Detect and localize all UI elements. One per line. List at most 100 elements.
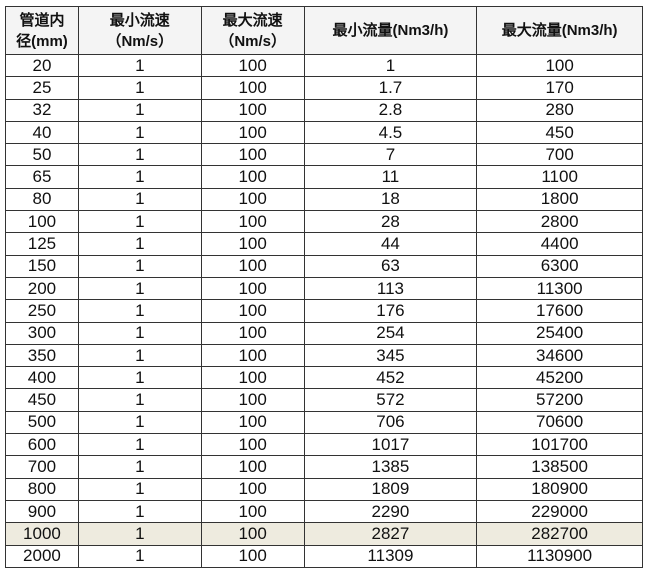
min-velocity-cell: 1 (77, 321, 202, 345)
table-row: 80 1 100 18 1800 (5, 187, 643, 212)
pipe-diameter-cell: 250 (5, 299, 79, 323)
max-flow-cell: 34600 (476, 343, 643, 368)
pipe-diameter-cell: 50 (5, 143, 79, 167)
pipe-diameter-cell: 32 (5, 98, 79, 122)
max-flow-cell: 1100 (476, 165, 643, 189)
min-flow-cell: 254 (303, 321, 478, 345)
min-velocity-cell: 1 (77, 388, 202, 412)
max-velocity-cell: 100 (200, 321, 305, 345)
pipe-diameter-cell: 80 (5, 187, 79, 212)
header-text: 最小流量(Nm3/h) (332, 22, 449, 39)
pipe-diameter-cell: 200 (5, 276, 79, 301)
min-flow-cell: 11309 (303, 544, 478, 568)
pipe-diameter-cell: 350 (5, 343, 79, 368)
table-row: 25 1 100 1.7 170 (5, 76, 643, 100)
min-flow-cell: 176 (303, 299, 478, 323)
min-velocity-cell: 1 (77, 343, 202, 368)
min-flow-cell: 18 (303, 187, 478, 212)
pipe-diameter-cell: 900 (5, 499, 79, 524)
min-flow-cell: 113 (303, 276, 478, 301)
max-velocity-cell: 100 (200, 499, 305, 524)
pipe-diameter-cell: 450 (5, 388, 79, 412)
pipe-diameter-cell: 40 (5, 120, 79, 145)
min-velocity-cell: 1 (77, 120, 202, 145)
table-row: 900 1 100 2290 229000 (5, 499, 643, 524)
header-text: （Nm/s） (106, 32, 174, 50)
table-row: 400 1 100 452 45200 (5, 366, 643, 390)
table-row: 200 1 100 113 11300 (5, 276, 643, 301)
flow-rate-table: 管道内 径(mm) 最小流速 （Nm/s） 最大流速 （Nm/s） 最小流量(Nm3/h) 最… (5, 6, 643, 568)
min-flow-cell: 44 (303, 232, 478, 256)
min-flow-cell: 2.8 (303, 98, 478, 122)
table-row: 800 1 100 1809 180900 (5, 477, 643, 501)
max-velocity-cell: 100 (200, 388, 305, 412)
max-flow-cell: 229000 (476, 499, 643, 524)
min-velocity-cell: 1 (77, 522, 202, 546)
max-flow-cell: 138500 (476, 455, 643, 479)
min-velocity-cell: 1 (77, 499, 202, 524)
max-velocity-cell: 100 (200, 165, 305, 189)
table-row: 450 1 100 572 57200 (5, 388, 643, 412)
table-row: 600 1 100 1017 101700 (5, 433, 643, 457)
max-flow-header: 最大流量(Nm3/h) (476, 6, 643, 55)
max-velocity-cell: 100 (200, 276, 305, 301)
min-velocity-cell: 1 (77, 143, 202, 167)
min-flow-cell: 2290 (303, 499, 478, 524)
table-row: 100 1 100 28 2800 (5, 210, 643, 234)
table-row: 150 1 100 63 6300 (5, 254, 643, 278)
table-row: 300 1 100 254 25400 (5, 321, 643, 345)
header-text: 最小流速 (109, 11, 170, 29)
max-flow-cell: 6300 (476, 254, 643, 278)
pipe-diameter-cell: 300 (5, 321, 79, 345)
table-row: 40 1 100 4.5 450 (5, 120, 643, 145)
max-velocity-cell: 100 (200, 76, 305, 100)
max-velocity-cell: 100 (200, 210, 305, 234)
min-velocity-cell: 1 (77, 187, 202, 212)
max-flow-cell: 1800 (476, 187, 643, 212)
min-velocity-cell: 1 (77, 98, 202, 122)
max-flow-cell: 45200 (476, 366, 643, 390)
header-text: 最大流速 (222, 11, 283, 29)
pipe-diameter-header: 管道内 径(mm) (5, 6, 79, 55)
table-row: 700 1 100 1385 138500 (5, 455, 643, 479)
min-flow-cell: 345 (303, 343, 478, 368)
max-flow-cell: 180900 (476, 477, 643, 501)
pipe-diameter-cell: 1000 (5, 522, 79, 546)
max-flow-cell: 282700 (476, 522, 643, 546)
min-flow-cell: 4.5 (303, 120, 478, 145)
pipe-diameter-cell: 2000 (5, 544, 79, 568)
pipe-diameter-cell: 150 (5, 254, 79, 278)
max-flow-cell: 1130900 (476, 544, 643, 568)
max-flow-cell: 170 (476, 76, 643, 100)
min-velocity-header: 最小流速 （Nm/s） (77, 6, 202, 55)
min-velocity-cell: 1 (77, 544, 202, 568)
max-flow-cell: 280 (476, 98, 643, 122)
table-row: 50 1 100 7 700 (5, 143, 643, 167)
max-flow-cell: 700 (476, 143, 643, 167)
min-velocity-cell: 1 (77, 53, 202, 78)
pipe-diameter-cell: 400 (5, 366, 79, 390)
max-velocity-cell: 100 (200, 98, 305, 122)
pipe-diameter-cell: 25 (5, 76, 79, 100)
min-velocity-cell: 1 (77, 366, 202, 390)
max-velocity-cell: 100 (200, 343, 305, 368)
max-flow-cell: 101700 (476, 433, 643, 457)
min-flow-cell: 1385 (303, 455, 478, 479)
min-flow-cell: 1.7 (303, 76, 478, 100)
header-text: （Nm/s） (219, 32, 286, 50)
max-velocity-cell: 100 (200, 544, 305, 568)
max-velocity-cell: 100 (200, 143, 305, 167)
min-velocity-cell: 1 (77, 276, 202, 301)
max-velocity-cell: 100 (200, 232, 305, 256)
max-velocity-cell: 100 (200, 410, 305, 435)
max-velocity-cell: 100 (200, 254, 305, 278)
max-velocity-cell: 100 (200, 120, 305, 145)
min-flow-cell: 2827 (303, 522, 478, 546)
pipe-diameter-cell: 600 (5, 433, 79, 457)
min-flow-cell: 63 (303, 254, 478, 278)
min-velocity-cell: 1 (77, 210, 202, 234)
max-velocity-cell: 100 (200, 477, 305, 501)
pipe-diameter-cell: 700 (5, 455, 79, 479)
max-flow-cell: 100 (476, 53, 643, 78)
max-flow-cell: 11300 (476, 276, 643, 301)
